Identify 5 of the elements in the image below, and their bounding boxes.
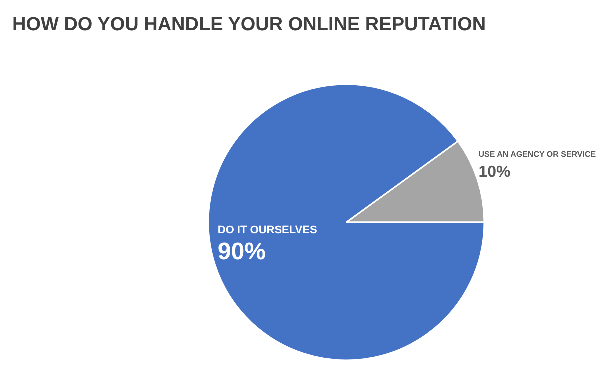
slice-label: USE AN AGENCY OR SERVICE	[478, 150, 597, 159]
data-label: 10%	[478, 164, 511, 181]
chart-title: HOW DO YOU HANDLE YOUR ONLINE REPUTATION	[12, 14, 486, 36]
slice-label: DO IT OURSELVES	[218, 224, 318, 236]
data-label: 90%	[218, 238, 266, 266]
